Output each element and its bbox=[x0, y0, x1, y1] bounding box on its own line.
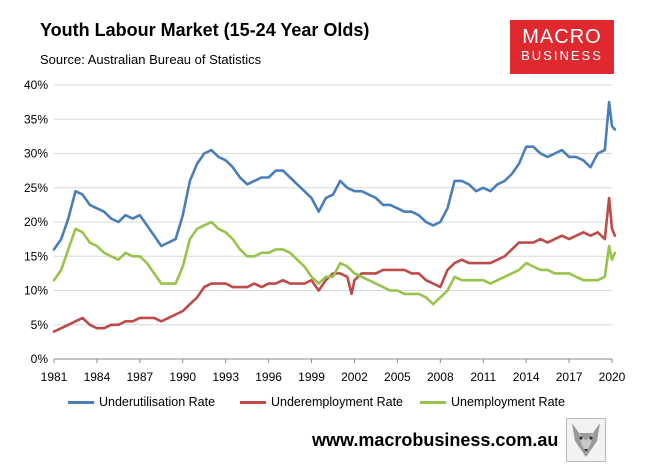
legend-label: Underemployment Rate bbox=[271, 395, 404, 409]
chart-legend: Underutilisation Rate Underemployment Rat… bbox=[0, 395, 647, 413]
wolf-icon bbox=[566, 418, 606, 462]
x-tick-label: 1984 bbox=[84, 370, 111, 384]
series-line-underutilisation-rate bbox=[52, 100, 617, 251]
x-tick-label: 1981 bbox=[41, 370, 68, 384]
y-tick-label: 35% bbox=[24, 112, 48, 126]
site-url[interactable]: www.macrobusiness.com.au bbox=[312, 430, 559, 450]
legend-label: Underutilisation Rate bbox=[99, 395, 216, 409]
x-tick-label: 1996 bbox=[255, 370, 282, 384]
legend-item: Underemployment Rate bbox=[240, 395, 403, 409]
x-tick-label: 2017 bbox=[556, 370, 583, 384]
y-tick-label: 20% bbox=[24, 215, 48, 229]
legend-label: Unemployment Rate bbox=[451, 395, 565, 409]
y-tick-label: 0% bbox=[31, 352, 49, 366]
y-tick-label: 10% bbox=[24, 284, 48, 298]
x-tick-label: 1993 bbox=[212, 370, 239, 384]
legend-item: Unemployment Rate bbox=[420, 395, 565, 409]
legend-swatch bbox=[420, 400, 446, 404]
x-tick-label: 2005 bbox=[384, 370, 411, 384]
line-chart: 0% 5% 10% 15% 20% 25% 30% 35% 40% 1981 1984 1987 199… bbox=[24, 78, 626, 384]
x-tick-label: 2011 bbox=[470, 370, 496, 384]
chart-subtitle: Source: Australian Bureau of Statistics bbox=[40, 52, 262, 67]
series-line-underemployment-rate bbox=[52, 196, 617, 333]
logo-line-1: MACRO bbox=[522, 26, 602, 48]
y-tick-label: 30% bbox=[24, 147, 48, 161]
y-tick-label: 25% bbox=[24, 181, 48, 195]
macrobusiness-logo: MACRO BUSINESS bbox=[510, 20, 614, 74]
x-tick-label: 2020 bbox=[599, 370, 626, 384]
x-tick-label: 1999 bbox=[298, 370, 325, 384]
y-tick-label: 40% bbox=[24, 78, 48, 92]
legend-swatch bbox=[240, 400, 266, 404]
x-tick-label: 1987 bbox=[126, 370, 153, 384]
legend-swatch bbox=[68, 400, 94, 404]
legend-item: Underutilisation Rate bbox=[68, 395, 215, 409]
x-tick-label: 2002 bbox=[341, 370, 368, 384]
y-tick-label: 15% bbox=[24, 249, 48, 263]
logo-line-2: BUSINESS bbox=[521, 48, 603, 63]
series-line-unemployment-rate bbox=[52, 220, 617, 306]
y-tick-label: 5% bbox=[31, 318, 49, 332]
chart-title: Youth Labour Market (15-24 Year Olds) bbox=[40, 20, 370, 40]
x-tick-label: 2014 bbox=[513, 370, 540, 384]
x-tick-label: 1990 bbox=[169, 370, 196, 384]
x-tick-label: 2008 bbox=[427, 370, 454, 384]
